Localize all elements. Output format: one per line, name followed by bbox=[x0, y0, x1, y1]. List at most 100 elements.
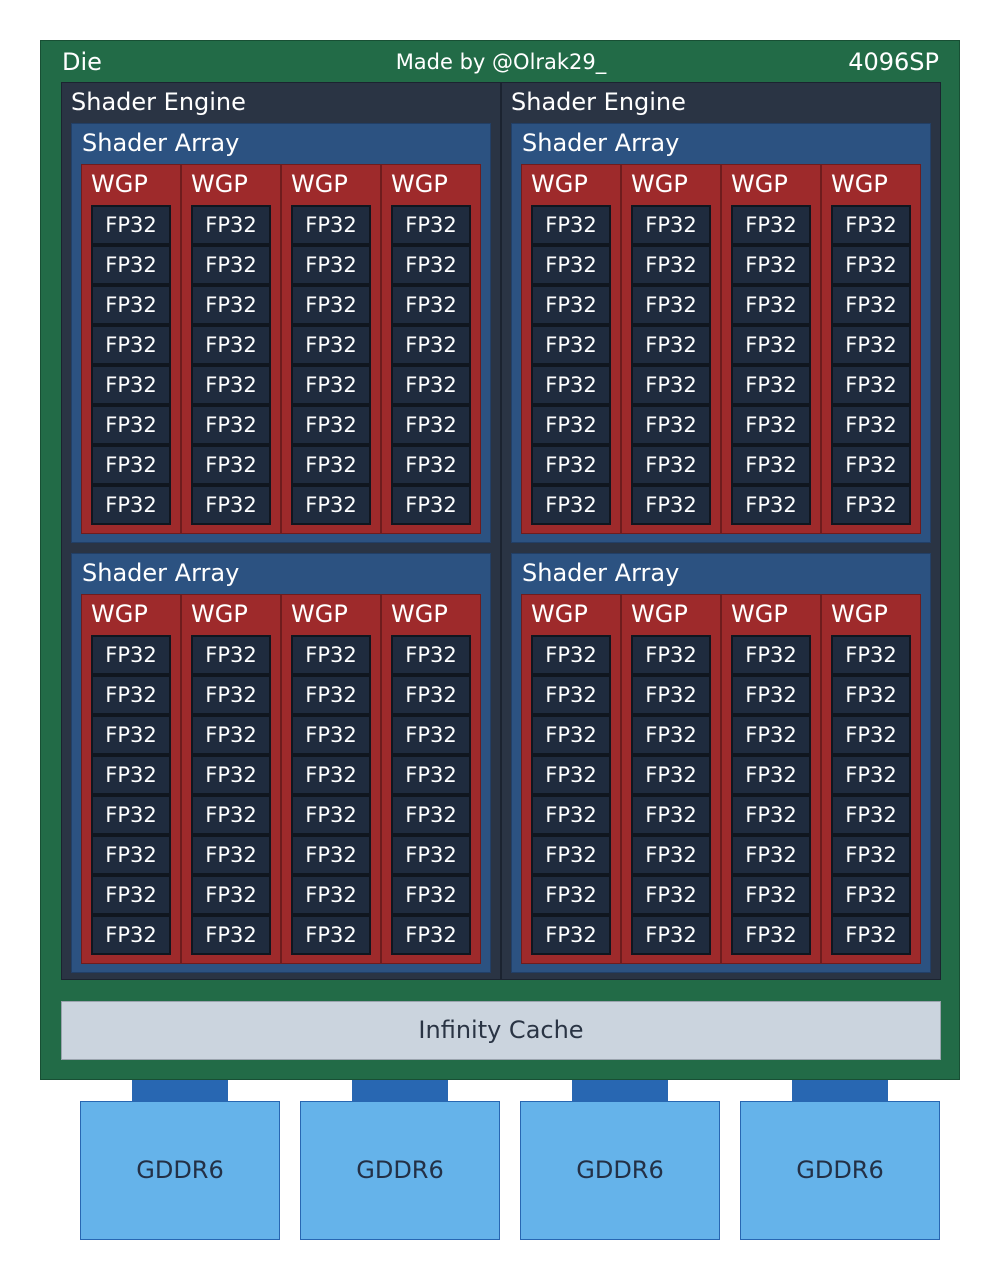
fp32-unit: FP32 bbox=[291, 285, 371, 325]
fp32-unit: FP32 bbox=[391, 635, 471, 675]
die: Die Made by @Olrak29_ 4096SP Shader Engi… bbox=[40, 40, 960, 1080]
shader-array: Shader Array WGP FP32 FP32 FP32 FP32 FP32 FP32 F… bbox=[71, 553, 491, 973]
shader-array: Shader Array WGP FP32 FP32 FP32 FP32 FP32 FP32 F… bbox=[511, 553, 931, 973]
fp32-unit: FP32 bbox=[191, 205, 271, 245]
fp32-unit: FP32 bbox=[531, 205, 611, 245]
fp32-unit: FP32 bbox=[831, 875, 911, 915]
fp32-unit: FP32 bbox=[391, 485, 471, 525]
fp32-unit: FP32 bbox=[531, 675, 611, 715]
wgp: WGP FP32 FP32 FP32 FP32 FP32 FP32 FP32 FP32 bbox=[721, 164, 821, 534]
fp32-unit: FP32 bbox=[831, 795, 911, 835]
fp32-unit: FP32 bbox=[391, 365, 471, 405]
wgp: WGP FP32 FP32 FP32 FP32 FP32 FP32 FP32 FP32 bbox=[821, 594, 921, 964]
fp32-unit: FP32 bbox=[631, 485, 711, 525]
credit-label: Made by @Olrak29_ bbox=[395, 50, 607, 74]
wgp: WGP FP32 FP32 FP32 FP32 FP32 FP32 FP32 FP32 bbox=[281, 164, 381, 534]
stream-processor-count: 4096SP bbox=[848, 48, 939, 76]
fp32-unit: FP32 bbox=[831, 915, 911, 955]
fp32-unit: FP32 bbox=[631, 795, 711, 835]
wgp: WGP FP32 FP32 FP32 FP32 FP32 FP32 FP32 FP32 bbox=[721, 594, 821, 964]
wgp: WGP FP32 FP32 FP32 FP32 FP32 FP32 FP32 FP32 bbox=[381, 594, 481, 964]
fp32-unit: FP32 bbox=[731, 285, 811, 325]
wgp-label: WGP bbox=[831, 600, 888, 628]
fp32-unit: FP32 bbox=[291, 715, 371, 755]
wgp-label: WGP bbox=[631, 600, 688, 628]
fp32-unit: FP32 bbox=[391, 835, 471, 875]
fp32-unit: FP32 bbox=[91, 205, 171, 245]
wgp: WGP FP32 FP32 FP32 FP32 FP32 FP32 FP32 FP32 bbox=[181, 594, 281, 964]
fp32-unit: FP32 bbox=[831, 835, 911, 875]
fp32-unit: FP32 bbox=[631, 915, 711, 955]
fp32-unit: FP32 bbox=[831, 445, 911, 485]
memory-bus-connector bbox=[572, 1080, 668, 1102]
fp32-unit: FP32 bbox=[91, 285, 171, 325]
wgp-label: WGP bbox=[91, 600, 148, 628]
fp32-unit: FP32 bbox=[531, 795, 611, 835]
fp32-unit: FP32 bbox=[631, 835, 711, 875]
wgp: WGP FP32 FP32 FP32 FP32 FP32 FP32 FP32 FP32 bbox=[81, 164, 181, 534]
fp32-unit: FP32 bbox=[731, 875, 811, 915]
fp32-unit: FP32 bbox=[731, 635, 811, 675]
wgp-label: WGP bbox=[531, 600, 588, 628]
gddr6-memory-module: GDDR6 bbox=[520, 1101, 720, 1240]
fp32-unit: FP32 bbox=[531, 635, 611, 675]
fp32-unit: FP32 bbox=[531, 365, 611, 405]
shader-array-label: Shader Array bbox=[522, 559, 680, 587]
fp32-unit: FP32 bbox=[831, 755, 911, 795]
fp32-unit: FP32 bbox=[631, 445, 711, 485]
fp32-unit: FP32 bbox=[291, 635, 371, 675]
fp32-unit: FP32 bbox=[391, 405, 471, 445]
fp32-unit: FP32 bbox=[191, 285, 271, 325]
wgp-label: WGP bbox=[731, 600, 788, 628]
fp32-unit: FP32 bbox=[731, 835, 811, 875]
fp32-unit: FP32 bbox=[631, 755, 711, 795]
fp32-unit: FP32 bbox=[831, 205, 911, 245]
fp32-unit: FP32 bbox=[531, 755, 611, 795]
fp32-unit: FP32 bbox=[91, 365, 171, 405]
wgp-label: WGP bbox=[391, 170, 448, 198]
fp32-unit: FP32 bbox=[391, 325, 471, 365]
fp32-unit: FP32 bbox=[91, 915, 171, 955]
fp32-unit: FP32 bbox=[531, 715, 611, 755]
memory-bus-connector bbox=[792, 1080, 888, 1102]
fp32-unit: FP32 bbox=[731, 245, 811, 285]
fp32-unit: FP32 bbox=[291, 445, 371, 485]
gddr6-memory-module: GDDR6 bbox=[80, 1101, 280, 1240]
fp32-unit: FP32 bbox=[631, 875, 711, 915]
fp32-unit: FP32 bbox=[631, 325, 711, 365]
wgp: WGP FP32 FP32 FP32 FP32 FP32 FP32 FP32 FP32 bbox=[381, 164, 481, 534]
shader-array-label: Shader Array bbox=[522, 129, 680, 157]
fp32-unit: FP32 bbox=[631, 635, 711, 675]
fp32-unit: FP32 bbox=[291, 245, 371, 285]
fp32-unit: FP32 bbox=[531, 445, 611, 485]
fp32-unit: FP32 bbox=[291, 405, 371, 445]
shader-engine-label: Shader Engine bbox=[71, 88, 246, 116]
fp32-unit: FP32 bbox=[91, 405, 171, 445]
wgp-label: WGP bbox=[631, 170, 688, 198]
fp32-unit: FP32 bbox=[731, 755, 811, 795]
shader-array: Shader Array WGP FP32 FP32 FP32 FP32 FP32 FP32 F… bbox=[511, 123, 931, 543]
fp32-unit: FP32 bbox=[191, 795, 271, 835]
fp32-unit: FP32 bbox=[391, 245, 471, 285]
fp32-unit: FP32 bbox=[391, 205, 471, 245]
fp32-unit: FP32 bbox=[631, 405, 711, 445]
fp32-unit: FP32 bbox=[731, 445, 811, 485]
die-label: Die bbox=[62, 48, 102, 76]
fp32-unit: FP32 bbox=[831, 325, 911, 365]
fp32-unit: FP32 bbox=[91, 485, 171, 525]
fp32-unit: FP32 bbox=[831, 285, 911, 325]
gddr6-memory-module: GDDR6 bbox=[300, 1101, 500, 1240]
shader-engine: Shader Engine Shader Array WGP FP32 FP32 FP32… bbox=[501, 82, 941, 980]
fp32-unit: FP32 bbox=[91, 445, 171, 485]
fp32-unit: FP32 bbox=[831, 675, 911, 715]
fp32-unit: FP32 bbox=[731, 365, 811, 405]
fp32-unit: FP32 bbox=[831, 635, 911, 675]
fp32-unit: FP32 bbox=[191, 875, 271, 915]
fp32-unit: FP32 bbox=[531, 405, 611, 445]
wgp: WGP FP32 FP32 FP32 FP32 FP32 FP32 FP32 FP32 bbox=[621, 594, 721, 964]
wgp-label: WGP bbox=[291, 600, 348, 628]
fp32-unit: FP32 bbox=[731, 915, 811, 955]
fp32-unit: FP32 bbox=[91, 835, 171, 875]
fp32-unit: FP32 bbox=[291, 325, 371, 365]
fp32-unit: FP32 bbox=[831, 405, 911, 445]
